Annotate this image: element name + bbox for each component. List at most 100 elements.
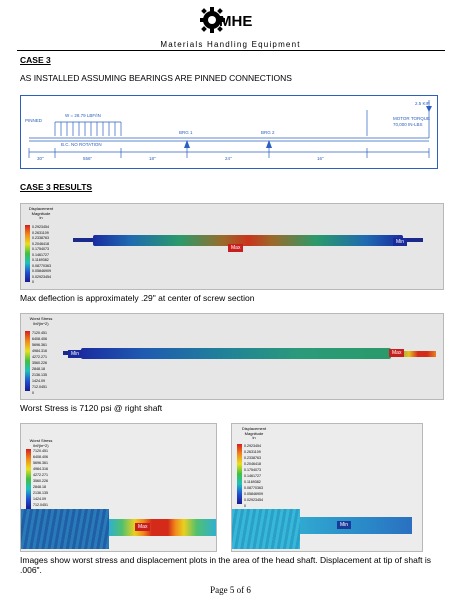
stress-legend-value: 4984.316: [32, 349, 47, 353]
head-disp-legend-value: 0.1169382: [244, 480, 261, 484]
stress-legend-title-2: lbf/(in^2): [33, 320, 49, 326]
stress-legend-value: 712.0451: [32, 385, 47, 389]
head-displacement-plot: Displacement Magnitude in 0.2923454 0.26…: [231, 423, 423, 552]
head-stress-color-scale: [26, 449, 31, 509]
disp-legend-value: 0.2046418: [32, 241, 49, 246]
mhe-logo: MHE: [199, 6, 260, 34]
brg2-label: BRG 2: [261, 130, 275, 135]
disp-legend-value: 0.2338763: [32, 236, 49, 240]
head-disp-legend-value: 0.08770363: [244, 486, 263, 490]
head-disp-legend-title-2: Magnitude: [244, 430, 264, 436]
max-tag: Max: [135, 523, 151, 531]
stress-legend-value: 2136.135: [32, 373, 47, 377]
min-tag: Min: [337, 521, 352, 529]
head-disp-legend-value: 0.2046418: [244, 462, 261, 466]
stress-legend-value: 2848.18: [32, 367, 45, 371]
min-tag: Min: [393, 238, 408, 246]
disp-color-scale: [25, 225, 30, 282]
disp-legend-title-3: in: [39, 215, 43, 220]
stress-legend-value: 3560.226: [32, 361, 47, 365]
stress-legend-value: 7120.451: [32, 331, 47, 335]
head-stress-legend-value: 6408.406: [33, 455, 48, 459]
disp-legend-value: 0.1169382: [32, 258, 49, 262]
dim-3: 18": [149, 156, 156, 161]
head-disp-legend-value: 0: [244, 504, 246, 508]
dim-2: 556": [83, 156, 93, 161]
disp-legend-value: 0.05846909: [32, 269, 51, 273]
stress-legend-title-1: Worst Stress: [29, 316, 53, 321]
head-disp-legend-value: 0.2338763: [244, 456, 261, 460]
bc-label: B.C. NO ROTATION: [61, 142, 102, 147]
stress-legend-value: 4272.271: [32, 355, 47, 359]
head-disp-legend-value: 0.2923454: [244, 444, 261, 448]
brg1-label: BRG 1: [179, 130, 193, 135]
max-tag: Max: [389, 349, 405, 357]
header-rule: [17, 50, 445, 51]
diagram-drawing: [28, 100, 432, 158]
screw-section: [93, 235, 403, 246]
motor-label: MOTOR TORQUE: [393, 116, 431, 121]
load-diagram: PINNED W = 28.79 LBF/IN B.C. NO ROTATION…: [20, 95, 438, 169]
disp-legend-value: 0.08770363: [32, 263, 51, 268]
displacement-plot: Displacement Magnitude in 0.2923454 0.26…: [20, 203, 444, 290]
head-stress-legend-value: 712.0451: [33, 503, 48, 507]
dim-5: 16": [317, 156, 324, 161]
head-stress-legend-value: 3560.226: [33, 479, 48, 483]
head-shaft-caption: Images show worst stress and displacemen…: [20, 555, 432, 575]
right-shaft: [391, 351, 436, 357]
disp-legend-value: 0.1754073: [32, 247, 49, 251]
head-stress-legend-value: 2848.18: [33, 485, 46, 489]
head-disp-legend-value: 0.02923454: [244, 498, 263, 502]
stress-caption: Worst Stress is 7120 psi @ right shaft: [20, 403, 163, 413]
head-disp-legend-title-3: in: [252, 435, 256, 440]
page-number: Page 5 of 6: [210, 585, 251, 595]
company-name: Materials Handling Equipment: [160, 40, 301, 49]
stress-plot: Worst Stress lbf/(in^2) 7120.451 6408.40…: [20, 313, 444, 400]
head-stress-legend-title-1: Worst Stress: [29, 438, 53, 443]
case-subtitle: AS INSTALLED ASSUMING BEARINGS ARE PINNE…: [20, 73, 292, 83]
disp-legend-value: 0.2923454: [32, 225, 49, 229]
logo-text: MHE: [219, 13, 253, 30]
pinned-label: PINNED: [25, 118, 43, 123]
stress-legend-value: 0: [32, 391, 34, 395]
head-stress-legend-title-2: lbf/(in^2): [33, 442, 49, 448]
right-shaft: [403, 238, 423, 242]
disp-legend-value: 0.02923454: [32, 274, 51, 279]
head-shaft: [300, 517, 412, 534]
head-disp-legend-value: 0.1754073: [244, 468, 261, 472]
min-tag: Min: [68, 350, 83, 358]
head-disp-color-scale: [237, 444, 242, 504]
head-stress-legend-value: 1424.09: [33, 497, 46, 501]
head-disp-legend-value: 0.1461727: [244, 474, 261, 478]
stress-legend-value: 6408.406: [32, 337, 47, 341]
disp-legend-value: 0.2631109: [32, 230, 49, 235]
head-stress-legend-value: 2136.135: [33, 491, 48, 495]
screw-section: [81, 348, 391, 359]
head-disp-legend-value: 0.2631109: [244, 450, 261, 454]
disp-legend-value: 0.1461727: [32, 252, 49, 257]
stress-legend-value: 1424.09: [32, 379, 45, 383]
disp-legend-title-1: Displacement: [28, 206, 54, 211]
results-title: CASE 3 RESULTS: [20, 182, 93, 192]
head-stress-legend-value: 7120.451: [33, 449, 48, 453]
max-tag: Max: [228, 244, 244, 252]
deflection-caption: Max deflection is approximately .29" at …: [20, 293, 255, 303]
screw-end: [21, 509, 109, 549]
disp-legend-title-2: Magnitude: [31, 210, 51, 216]
dim-1: 30": [37, 156, 44, 161]
stress-legend-value: 5696.361: [32, 343, 47, 347]
dim-4: 24": [225, 156, 232, 161]
head-stress-plot: Worst Stress lbf/(in^2) 7120.451 6408.40…: [20, 423, 217, 552]
kip-label: 2.5 KIP: [415, 101, 430, 106]
left-shaft: [73, 238, 93, 242]
head-stress-legend-value: 4984.316: [33, 467, 48, 471]
head-stress-legend-value: 4272.271: [33, 473, 48, 477]
disp-legend-value: 0: [32, 280, 34, 284]
head-disp-legend-title-1: Displacement: [241, 426, 267, 431]
head-shaft: [109, 519, 216, 536]
motor-value: 70,000 IN-LBS: [393, 122, 423, 127]
stress-color-scale: [25, 331, 30, 391]
head-disp-legend-value: 0.05846909: [244, 492, 263, 496]
load-label: W = 28.79 LBF/IN: [65, 113, 101, 118]
screw-end: [232, 509, 300, 549]
